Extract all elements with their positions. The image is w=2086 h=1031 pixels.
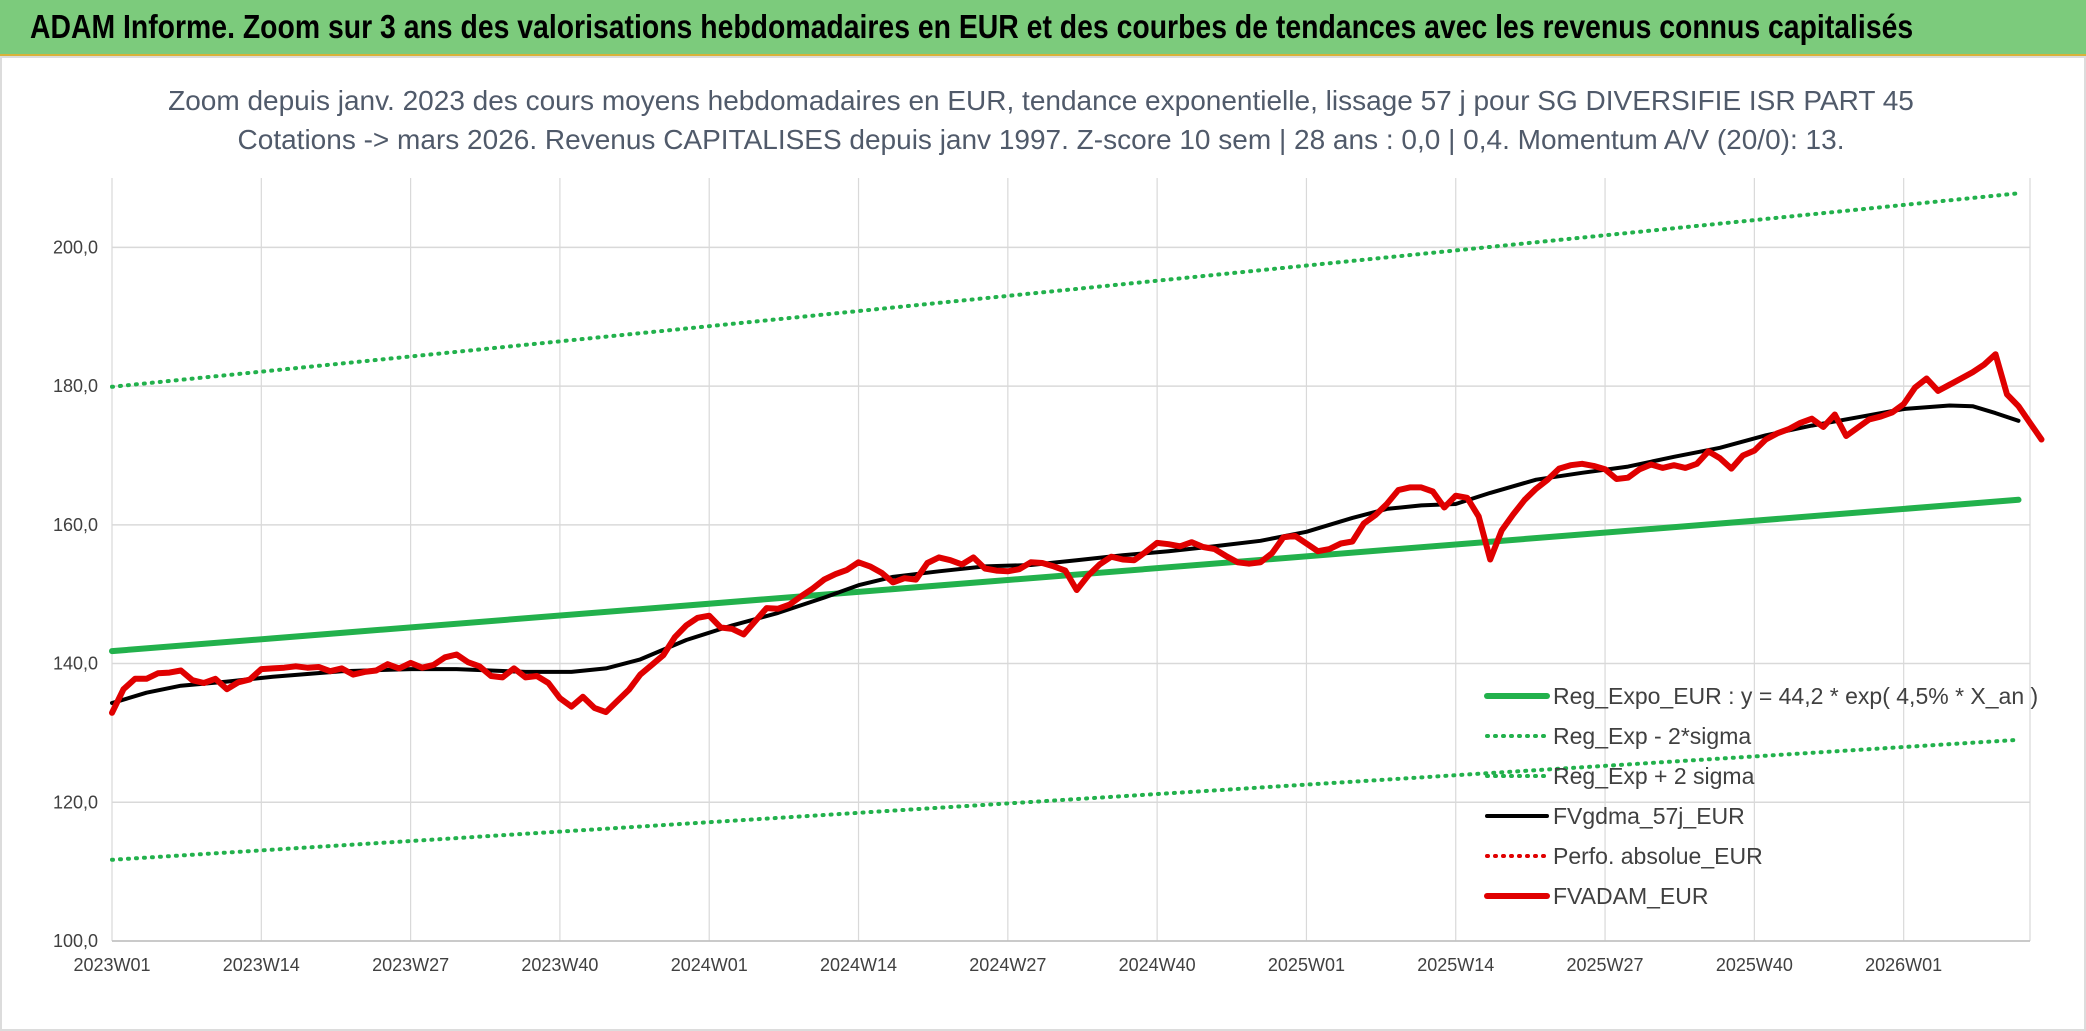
x-tick-label: 2025W14 [1417,955,1494,975]
x-tick-label: 2025W27 [1567,955,1644,975]
report-banner: ADAM Informe. Zoom sur 3 ans des valoris… [0,0,2086,56]
chart-frame: Zoom depuis janv. 2023 des cours moyens … [0,56,2086,1031]
series-line-1 [110,737,2021,862]
x-tick-label: 2023W14 [223,955,300,975]
x-tick-label: 2023W01 [73,955,150,975]
legend-label: Reg_Expo_EUR : y = 44,2 * exp( 4,5% * X_… [1553,683,2038,709]
y-tick-label: 160,0 [53,515,98,535]
legend-label: Reg_Exp - 2*sigma [1553,723,1751,749]
legend-label: FVADAM_EUR [1553,883,1709,909]
y-tick-label: 100,0 [53,931,98,951]
x-tick-label: 2023W40 [521,955,598,975]
x-tick-label: 2024W01 [671,955,748,975]
series-line-3 [110,403,2021,706]
x-tick-label: 2026W01 [1865,955,1942,975]
axes: 100,0 120,0 140,0 160,0 180,0 200,0 2023W01 202… [53,237,2030,975]
chart-title-line-1: Zoom depuis janv. 2023 des cours moyens … [168,85,1914,116]
legend-label: FVgdma_57j_EUR [1553,803,1745,829]
report-title: ADAM Informe. Zoom sur 3 ans des valoris… [30,8,1914,45]
legend-label: Reg_Exp + 2 sigma [1553,763,1755,789]
series-line-5 [109,351,2045,716]
gridlines [111,178,2031,942]
y-tick-label: 120,0 [53,792,98,812]
x-tick-label: 2025W40 [1716,955,1793,975]
y-tick-label: 140,0 [53,654,98,674]
y-tick-label: 200,0 [53,237,98,257]
x-tick-label: 2023W27 [372,955,449,975]
legend-label: Perfo. absolue_EUR [1553,843,1763,869]
x-tick-label: 2025W01 [1268,955,1345,975]
legend: Reg_Expo_EUR : y = 44,2 * exp( 4,5% * X_… [1484,683,2038,909]
series-line-2 [110,191,2021,389]
line-chart: Zoom depuis janv. 2023 des cours moyens … [53,85,2045,975]
x-tick-label: 2024W27 [969,955,1046,975]
series-layer [109,191,2045,862]
chart-title-line-2: Cotations -> mars 2026. Revenus CAPITALI… [238,124,1845,155]
x-tick-label: 2024W14 [820,955,897,975]
x-tick-label: 2024W40 [1119,955,1196,975]
y-tick-label: 180,0 [53,376,98,396]
